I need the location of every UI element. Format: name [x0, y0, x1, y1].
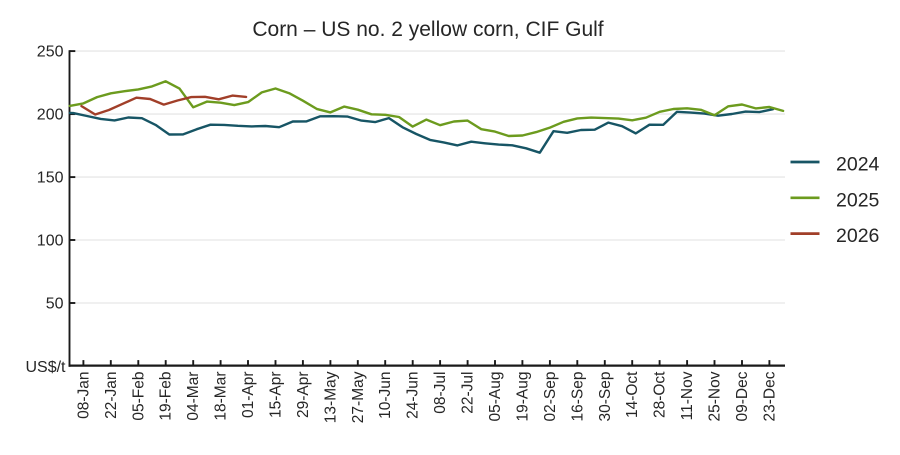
svg-text:19-Feb: 19-Feb — [158, 372, 175, 421]
svg-text:05-Feb: 05-Feb — [130, 372, 147, 421]
svg-text:01-Apr: 01-Apr — [240, 372, 257, 419]
svg-text:18-Mar: 18-Mar — [213, 372, 230, 421]
svg-text:24-Jun: 24-Jun — [405, 372, 422, 419]
svg-text:150: 150 — [37, 170, 64, 187]
svg-text:11-Nov: 11-Nov — [679, 371, 696, 420]
svg-text:200: 200 — [37, 107, 64, 124]
svg-text:29-Apr: 29-Apr — [295, 372, 312, 419]
svg-text:19-Aug: 19-Aug — [514, 372, 531, 422]
svg-text:US$/t: US$/t — [25, 359, 66, 376]
svg-text:27-May: 27-May — [350, 371, 367, 423]
svg-text:13-May: 13-May — [322, 371, 339, 423]
svg-text:10-Jun: 10-Jun — [377, 372, 394, 419]
svg-text:22-Jan: 22-Jan — [103, 372, 120, 419]
svg-text:04-Mar: 04-Mar — [185, 372, 202, 421]
svg-text:2025: 2025 — [836, 189, 880, 211]
svg-text:15-Apr: 15-Apr — [268, 372, 285, 419]
svg-text:100: 100 — [37, 233, 64, 250]
svg-text:08-Jan: 08-Jan — [75, 372, 92, 419]
svg-text:50: 50 — [46, 296, 64, 313]
svg-text:Corn – US no. 2 yellow corn, C: Corn – US no. 2 yellow corn, CIF Gulf — [252, 18, 603, 41]
svg-text:23-Dec: 23-Dec — [761, 371, 778, 421]
svg-text:09-Dec: 09-Dec — [734, 371, 751, 421]
svg-text:22-Jul: 22-Jul — [460, 371, 477, 413]
svg-text:28-Oct: 28-Oct — [652, 371, 669, 418]
svg-text:08-Jul: 08-Jul — [432, 372, 449, 414]
svg-text:30-Sep: 30-Sep — [597, 372, 614, 422]
svg-text:16-Sep: 16-Sep — [569, 372, 586, 422]
svg-text:2024: 2024 — [836, 154, 880, 176]
svg-text:02-Sep: 02-Sep — [542, 372, 559, 422]
svg-text:250: 250 — [37, 44, 64, 61]
svg-text:05-Aug: 05-Aug — [487, 372, 504, 422]
svg-text:14-Oct: 14-Oct — [624, 371, 641, 418]
svg-text:2026: 2026 — [836, 225, 879, 247]
svg-text:25-Nov: 25-Nov — [707, 371, 724, 421]
